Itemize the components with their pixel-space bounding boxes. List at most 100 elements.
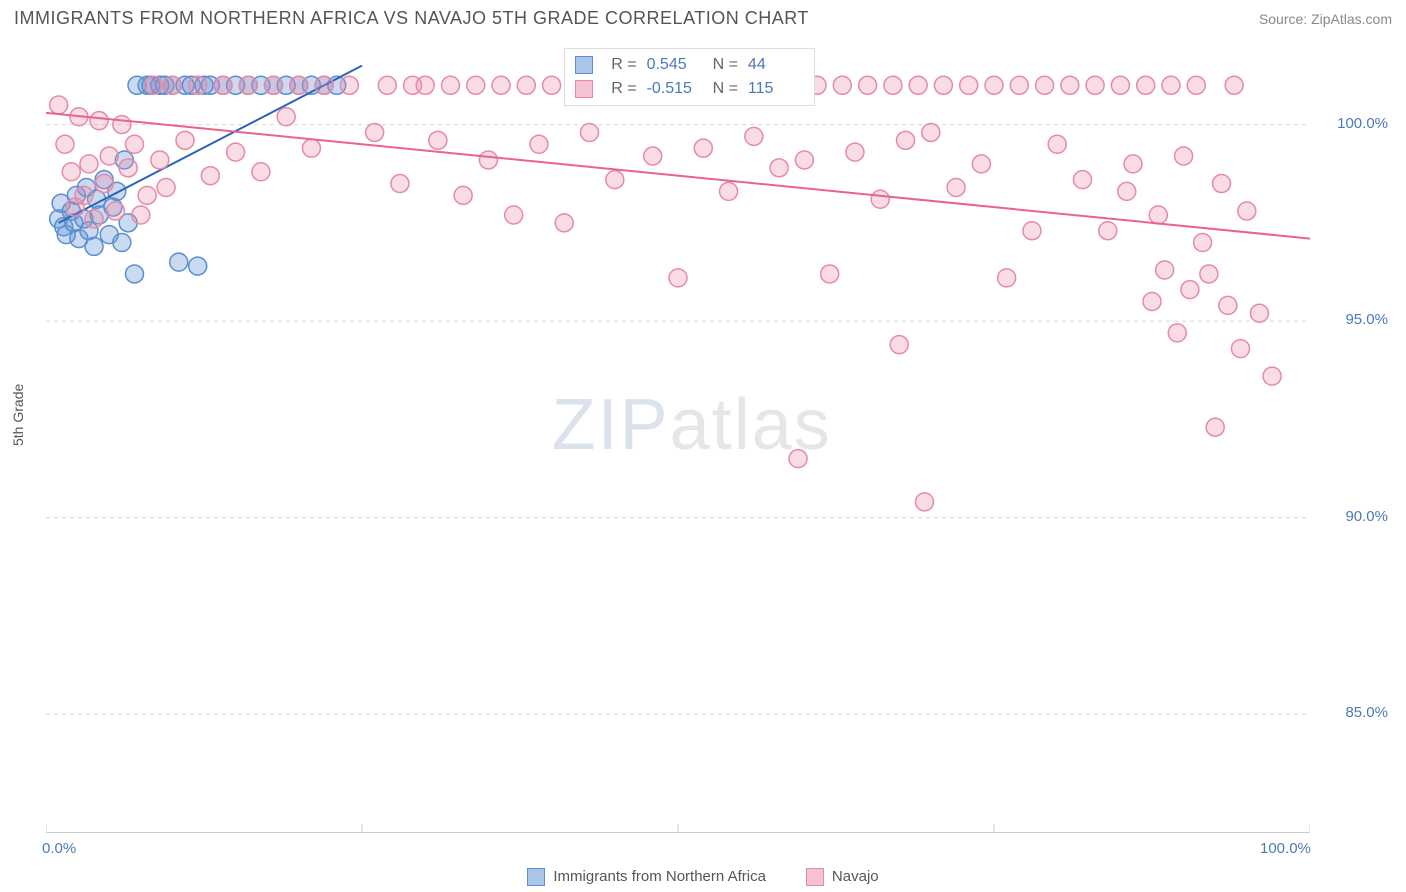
data-point [745, 127, 763, 145]
data-point [871, 190, 889, 208]
data-point [821, 265, 839, 283]
data-point [789, 450, 807, 468]
data-point [340, 76, 358, 94]
data-point [985, 76, 1003, 94]
x-tick-label: 100.0% [1260, 840, 1311, 857]
data-point [119, 159, 137, 177]
n-value: 44 [748, 53, 804, 77]
data-point [1206, 418, 1224, 436]
data-point [227, 143, 245, 161]
data-point [113, 116, 131, 134]
data-point [1200, 265, 1218, 283]
data-point [125, 135, 143, 153]
data-point [1194, 234, 1212, 252]
data-point [505, 206, 523, 224]
data-point [378, 76, 396, 94]
y-tick-label: 100.0% [1337, 115, 1388, 132]
legend-label: Immigrants from Northern Africa [553, 868, 766, 885]
data-point [85, 237, 103, 255]
data-point [890, 336, 908, 354]
r-value: 0.545 [647, 53, 703, 77]
data-point [416, 76, 434, 94]
data-point [170, 253, 188, 271]
data-point [934, 76, 952, 94]
data-point [366, 123, 384, 141]
data-point [290, 76, 308, 94]
data-point [189, 257, 207, 275]
y-axis-label: 5th Grade [10, 384, 26, 446]
data-point [277, 108, 295, 126]
data-point [1225, 76, 1243, 94]
data-point [144, 76, 162, 94]
source-name: ZipAtlas.com [1311, 11, 1392, 27]
stat-swatch-icon [575, 80, 593, 98]
data-point [75, 186, 93, 204]
data-point [1118, 182, 1136, 200]
data-point [1086, 76, 1104, 94]
stat-row: R =-0.515N =115 [575, 77, 804, 101]
data-point [795, 151, 813, 169]
data-point [492, 76, 510, 94]
data-point [833, 76, 851, 94]
y-tick-label: 85.0% [1345, 704, 1388, 721]
data-point [1181, 281, 1199, 299]
data-point [1263, 367, 1281, 385]
data-point [113, 234, 131, 252]
data-point [915, 493, 933, 511]
data-point [1213, 175, 1231, 193]
data-point [897, 131, 915, 149]
y-tick-label: 90.0% [1345, 508, 1388, 525]
correlation-legend: R =0.545N =44R =-0.515N =115 [564, 48, 815, 106]
data-point [125, 265, 143, 283]
n-label: N = [713, 53, 738, 77]
data-point [176, 131, 194, 149]
stat-row: R =0.545N =44 [575, 53, 804, 77]
data-point [530, 135, 548, 153]
n-value: 115 [748, 77, 804, 101]
data-point [100, 147, 118, 165]
chart-area: R =0.545N =44R =-0.515N =115 ZIPatlas 85… [46, 46, 1310, 832]
chart-title: IMMIGRANTS FROM NORTHERN AFRICA VS NAVAJ… [14, 8, 809, 29]
data-point [201, 167, 219, 185]
data-point [1124, 155, 1142, 173]
data-point [1099, 222, 1117, 240]
legend-swatch-icon [527, 868, 545, 886]
data-point [95, 175, 113, 193]
data-point [1149, 206, 1167, 224]
data-point [1010, 76, 1028, 94]
data-point [1187, 76, 1205, 94]
data-point [157, 178, 175, 196]
data-point [454, 186, 472, 204]
data-point [669, 269, 687, 287]
data-point [1219, 296, 1237, 314]
data-point [189, 76, 207, 94]
data-point [770, 159, 788, 177]
data-point [479, 151, 497, 169]
data-point [50, 96, 68, 114]
data-point [239, 76, 257, 94]
data-point [859, 76, 877, 94]
data-point [132, 206, 150, 224]
data-point [972, 155, 990, 173]
data-point [391, 175, 409, 193]
data-point [1175, 147, 1193, 165]
data-point [1073, 171, 1091, 189]
data-point [467, 76, 485, 94]
data-point [214, 76, 232, 94]
data-point [947, 178, 965, 196]
data-point [998, 269, 1016, 287]
data-point [252, 163, 270, 181]
data-point [315, 76, 333, 94]
source-label: Source: [1259, 11, 1307, 27]
data-point [1061, 76, 1079, 94]
r-label: R = [611, 77, 636, 101]
legend-swatch-icon [806, 868, 824, 886]
data-point [85, 210, 103, 228]
data-point [517, 76, 535, 94]
stat-swatch-icon [575, 56, 593, 74]
data-point [1168, 324, 1186, 342]
data-point [302, 139, 320, 157]
data-point [1156, 261, 1174, 279]
data-point [1137, 76, 1155, 94]
n-label: N = [713, 77, 738, 101]
